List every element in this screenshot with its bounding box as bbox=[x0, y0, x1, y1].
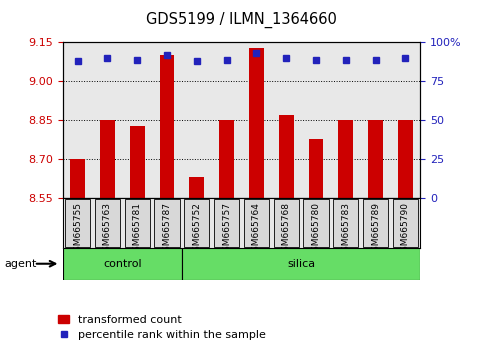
Text: GSM665789: GSM665789 bbox=[371, 202, 380, 257]
Text: GSM665752: GSM665752 bbox=[192, 202, 201, 257]
Bar bbox=[338, 120, 353, 198]
Bar bbox=[130, 126, 145, 198]
Bar bbox=[279, 115, 294, 198]
FancyBboxPatch shape bbox=[333, 199, 358, 247]
FancyBboxPatch shape bbox=[184, 199, 210, 247]
Bar bbox=[219, 120, 234, 198]
FancyBboxPatch shape bbox=[65, 199, 90, 247]
FancyBboxPatch shape bbox=[125, 199, 150, 247]
Text: GSM665768: GSM665768 bbox=[282, 202, 291, 257]
Bar bbox=[309, 138, 324, 198]
Text: GSM665757: GSM665757 bbox=[222, 202, 231, 257]
Legend: transformed count, percentile rank within the sample: transformed count, percentile rank withi… bbox=[54, 310, 270, 345]
Bar bbox=[398, 120, 413, 198]
FancyBboxPatch shape bbox=[95, 199, 120, 247]
Bar bbox=[100, 120, 115, 198]
FancyBboxPatch shape bbox=[303, 199, 328, 247]
FancyBboxPatch shape bbox=[182, 248, 420, 280]
FancyBboxPatch shape bbox=[155, 199, 180, 247]
Bar bbox=[368, 120, 383, 198]
Text: control: control bbox=[103, 259, 142, 269]
Bar bbox=[159, 56, 174, 198]
FancyBboxPatch shape bbox=[214, 199, 239, 247]
FancyBboxPatch shape bbox=[244, 199, 269, 247]
Text: GDS5199 / ILMN_1364660: GDS5199 / ILMN_1364660 bbox=[146, 12, 337, 28]
FancyBboxPatch shape bbox=[363, 199, 388, 247]
Text: GSM665790: GSM665790 bbox=[401, 202, 410, 257]
Text: GSM665763: GSM665763 bbox=[103, 202, 112, 257]
Text: GSM665783: GSM665783 bbox=[341, 202, 350, 257]
Text: silica: silica bbox=[287, 259, 315, 269]
Text: GSM665780: GSM665780 bbox=[312, 202, 320, 257]
Bar bbox=[70, 159, 85, 198]
Text: agent: agent bbox=[5, 259, 37, 269]
Text: GSM665755: GSM665755 bbox=[73, 202, 82, 257]
Bar bbox=[189, 177, 204, 198]
Text: GSM665764: GSM665764 bbox=[252, 202, 261, 257]
FancyBboxPatch shape bbox=[273, 199, 299, 247]
Bar bbox=[249, 48, 264, 198]
Text: GSM665781: GSM665781 bbox=[133, 202, 142, 257]
FancyBboxPatch shape bbox=[63, 248, 182, 280]
Text: GSM665787: GSM665787 bbox=[163, 202, 171, 257]
FancyBboxPatch shape bbox=[393, 199, 418, 247]
